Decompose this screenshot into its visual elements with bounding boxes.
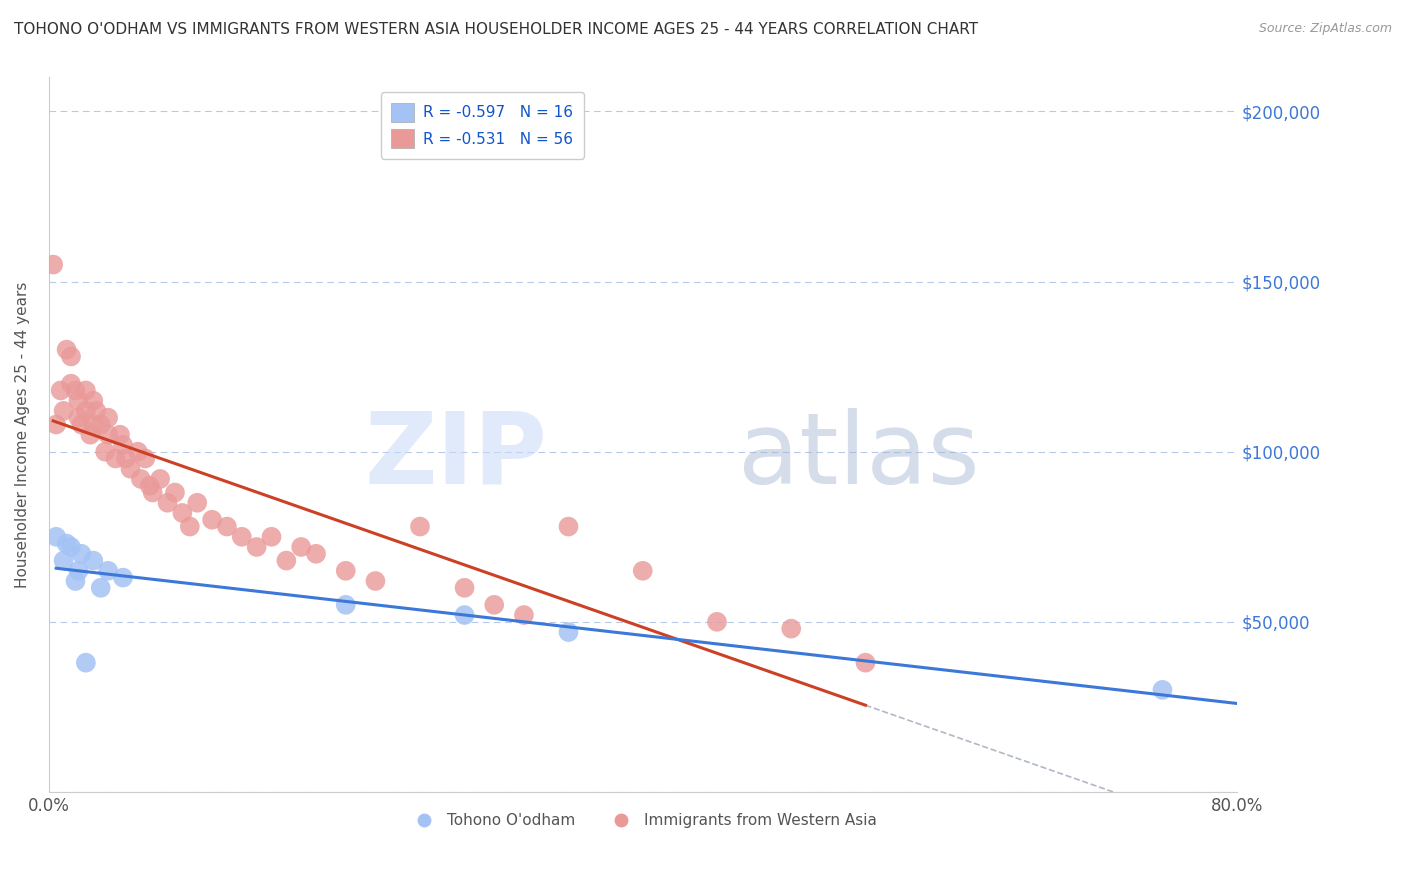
Point [111,438,134,452]
Point [557,625,579,640]
Point [149,472,172,486]
Point [97,427,120,442]
Point [138,479,160,493]
Point [163,485,186,500]
Point [453,607,475,622]
Text: Source: ZipAtlas.com: Source: ZipAtlas.com [1258,22,1392,36]
Point [90,417,112,432]
Point [115,451,138,466]
Point [120,461,142,475]
Point [305,547,328,561]
Y-axis label: Householder Income Ages 25 - 44 years: Householder Income Ages 25 - 44 years [15,282,30,588]
Point [855,656,877,670]
Point [79,427,101,442]
Point [60,376,83,391]
Point [290,540,312,554]
Point [45,530,67,544]
Point [201,513,224,527]
Point [75,656,97,670]
Point [276,553,298,567]
Point [67,564,90,578]
Point [60,540,83,554]
Point [631,564,654,578]
Point [75,404,97,418]
Legend: Tohono O'odham, Immigrants from Western Asia: Tohono O'odham, Immigrants from Western … [402,807,883,834]
Point [335,598,357,612]
Point [557,519,579,533]
Point [1152,682,1174,697]
Point [97,564,120,578]
Point [65,574,87,588]
Point [231,530,253,544]
Point [67,410,90,425]
Point [129,472,152,486]
Point [84,404,107,418]
Point [55,536,77,550]
Point [364,574,387,588]
Point [179,519,201,533]
Point [453,581,475,595]
Point [780,622,803,636]
Point [172,506,194,520]
Point [49,384,72,398]
Point [215,519,238,533]
Point [97,410,120,425]
Point [45,417,67,432]
Point [706,615,728,629]
Point [70,547,93,561]
Point [90,581,112,595]
Point [94,444,117,458]
Point [156,496,179,510]
Point [260,530,283,544]
Point [60,350,83,364]
Point [111,571,134,585]
Point [75,384,97,398]
Point [55,343,77,357]
Point [409,519,432,533]
Point [484,598,506,612]
Point [246,540,269,554]
Point [134,451,156,466]
Point [108,427,131,442]
Point [67,393,90,408]
Text: atlas: atlas [738,408,980,505]
Text: TOHONO O'ODHAM VS IMMIGRANTS FROM WESTERN ASIA HOUSEHOLDER INCOME AGES 25 - 44 Y: TOHONO O'ODHAM VS IMMIGRANTS FROM WESTER… [14,22,979,37]
Point [104,451,127,466]
Point [186,496,208,510]
Point [52,404,75,418]
Point [82,393,104,408]
Text: ZIP: ZIP [364,408,548,505]
Point [335,564,357,578]
Point [70,417,93,432]
Point [513,607,536,622]
Point [65,384,87,398]
Point [127,444,149,458]
Point [82,417,104,432]
Point [52,553,75,567]
Point [142,485,165,500]
Point [82,553,104,567]
Point [42,258,65,272]
